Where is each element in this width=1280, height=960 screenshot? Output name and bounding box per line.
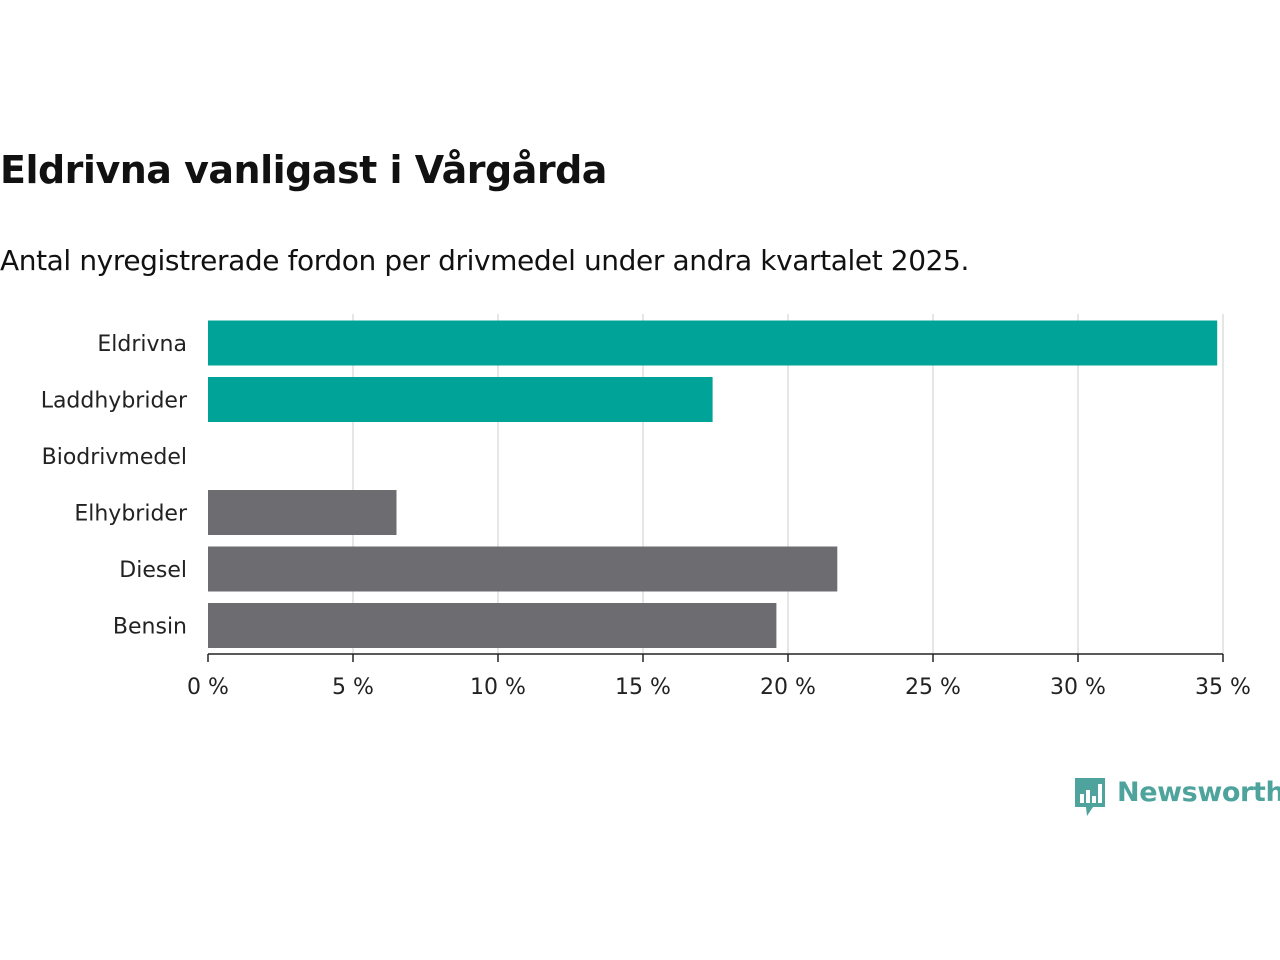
gridlines [352, 314, 1224, 654]
bar-elhybrider [208, 490, 397, 535]
x-tick-label: 30 % [1050, 675, 1106, 700]
category-label: Biodrivmedel [42, 445, 187, 470]
bar-diesel [208, 546, 838, 592]
newsworthy-logo-icon [1075, 778, 1105, 816]
bar-eldrivna [208, 320, 1218, 366]
category-labels: Eldrivna Laddhybrider Biodrivmedel Elhybrid… [41, 332, 188, 640]
brand-name: Newsworthy [1117, 777, 1280, 808]
x-tick-label: 35 % [1195, 675, 1251, 700]
chart-title: Eldrivna vanligast i Vårgårda [0, 148, 607, 192]
category-label: Bensin [113, 615, 187, 640]
x-tick-label: 20 % [760, 675, 816, 700]
bar-bensin [208, 603, 777, 648]
x-tick-label: 0 % [187, 675, 229, 700]
category-label: Laddhybrider [41, 389, 188, 414]
newsworthy-logo: Newsworthy [1073, 776, 1280, 818]
bar-laddhybrider [208, 377, 713, 422]
bars [208, 320, 1218, 648]
category-label: Diesel [119, 558, 187, 583]
x-tick-label: 10 % [470, 675, 526, 700]
x-axis: 0 % 5 % 10 % 15 % 20 % 25 % 30 % 35 % [187, 653, 1251, 700]
category-label: Eldrivna [97, 332, 187, 357]
category-label: Elhybrider [74, 502, 188, 527]
chart-subtitle: Antal nyregistrerade fordon per drivmede… [0, 244, 969, 277]
x-tick-label: 25 % [905, 675, 961, 700]
x-tick-label: 5 % [332, 675, 374, 700]
x-tick-label: 15 % [615, 675, 671, 700]
bar-chart: Eldrivna Laddhybrider Biodrivmedel Elhybrid… [41, 314, 1251, 700]
